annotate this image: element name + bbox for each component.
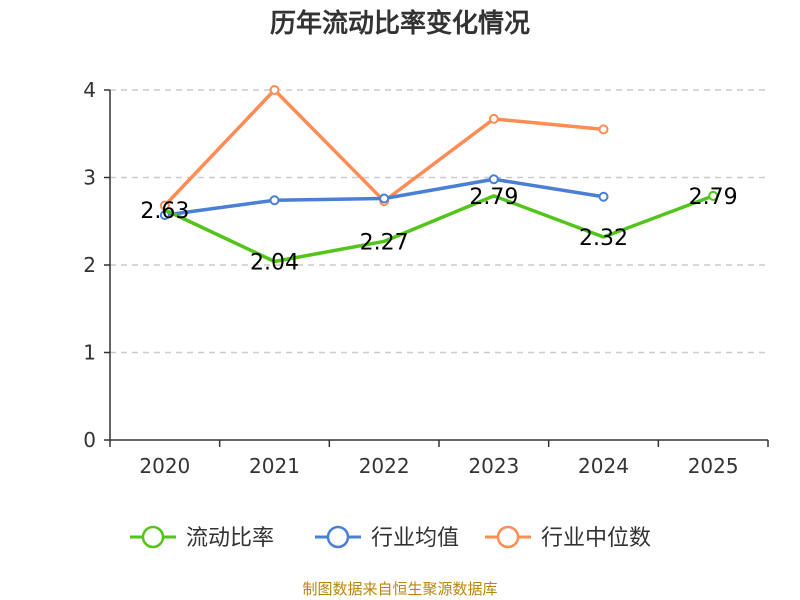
data-point[interactable] [269,85,280,95]
legend-label: 流动比率 [186,526,274,551]
source-note: 制图数据来自恒生聚源数据库 [302,580,497,598]
y-tick-label: 2 [83,253,96,277]
y-tick-label: 1 [83,341,96,365]
legend-item-1[interactable]: 行业均值 [315,525,459,551]
axes [109,90,768,441]
x-axis-ticks: 2020 2021 2022 2023 2024 2025 [109,440,769,478]
y-tick-label: 0 [83,428,96,452]
legend[interactable]: 流动比率 行业均值 行业中位数 [130,525,651,551]
data-point[interactable] [708,190,719,201]
data-label: 2.63 [140,199,189,224]
legend-label: 行业均值 [371,526,459,551]
data-point[interactable] [159,200,170,211]
data-label: 2.27 [360,230,409,255]
legend-item-0[interactable]: 流动比率 [130,525,274,551]
legend-item-2[interactable]: 行业中位数 [485,525,651,551]
x-tick-label: 2021 [249,454,300,478]
chart-title: 历年流动比率变化情况 [270,8,530,39]
series-line-0 [164,194,714,264]
x-tick-label: 2025 [688,454,739,478]
data-label: 2.04 [250,251,299,276]
data-label: 2.79 [689,185,738,210]
y-axis-ticks: 0 1 2 3 4 [83,78,110,452]
legend-marker [496,525,520,549]
data-label: 2.79 [469,185,518,210]
data-point[interactable] [488,174,499,185]
x-tick-label: 2020 [139,454,190,478]
data-point[interactable] [379,193,390,204]
x-tick-label: 2024 [578,454,629,478]
series-lines [159,85,719,264]
data-labels: 2.63 2.04 2.27 2.79 2.32 2.79 [140,185,737,276]
data-point[interactable] [269,195,280,206]
legend-marker [141,525,165,549]
x-tick-label: 2023 [468,454,519,478]
y-tick-label: 3 [83,166,96,190]
x-tick-label: 2022 [359,454,410,478]
data-point[interactable] [598,191,609,202]
data-point[interactable] [488,113,499,124]
data-point[interactable] [598,124,609,135]
legend-label: 行业中位数 [541,526,651,551]
legend-marker [326,525,350,549]
data-label: 2.32 [579,226,628,251]
series-line-2 [163,88,604,207]
grid-lines [110,89,768,354]
y-tick-label: 4 [83,78,96,102]
